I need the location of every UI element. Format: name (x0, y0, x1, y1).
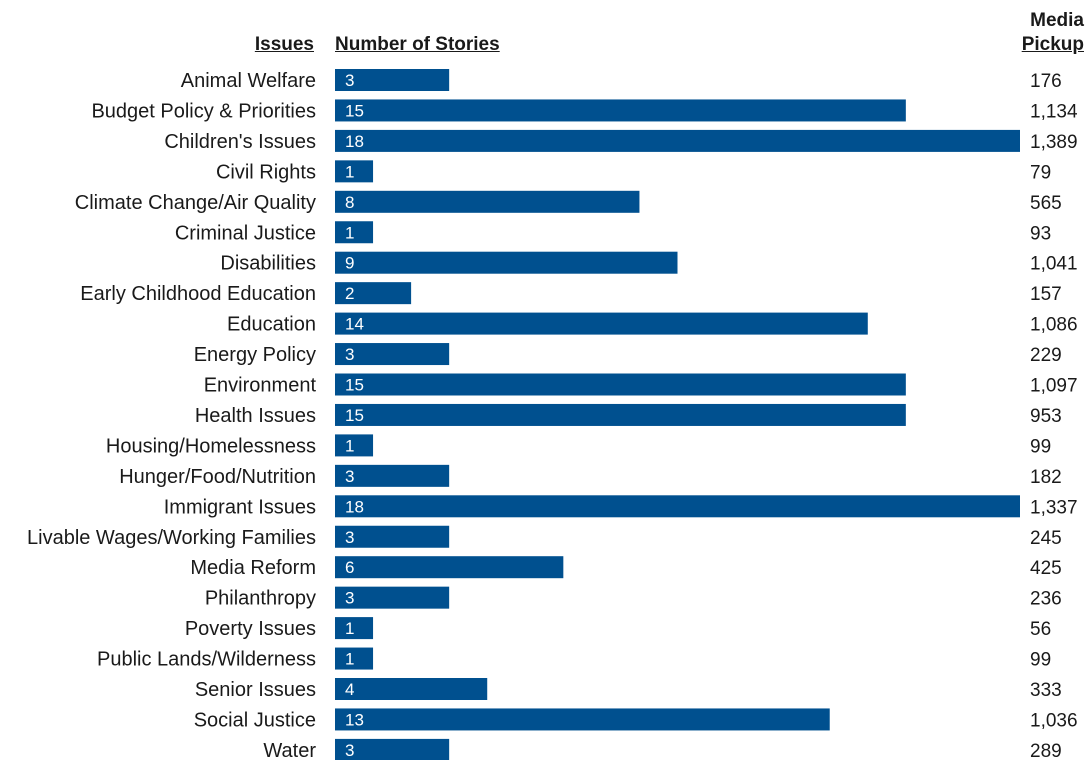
bar-value-label: 4 (345, 680, 354, 699)
bar (335, 678, 488, 700)
media-pickup-value: 333 (1030, 680, 1062, 701)
media-pickup-value: 99 (1030, 650, 1051, 671)
issues-header: Issues (254, 34, 314, 55)
media-pickup-value: 93 (1030, 223, 1051, 244)
media-pickup-value: 1,097 (1030, 376, 1078, 397)
bar-value-label: 3 (345, 589, 354, 608)
bar (335, 647, 374, 670)
bar (335, 617, 374, 640)
bar-value-label: 1 (345, 650, 354, 669)
category-label: Energy Policy (194, 344, 316, 366)
bar-value-label: 1 (345, 223, 354, 242)
category-label: Immigrant Issues (164, 496, 316, 518)
bar-value-label: 9 (345, 254, 354, 273)
category-label: Media Reform (190, 557, 316, 579)
bar (335, 586, 450, 609)
category-label: Senior Issues (195, 679, 316, 701)
bar (335, 312, 868, 335)
media-pickup-value: 565 (1030, 193, 1062, 214)
category-label: Climate Change/Air Quality (75, 192, 316, 214)
category-label: Environment (204, 375, 317, 397)
bar-value-label: 1 (345, 436, 354, 455)
bar-value-label: 3 (345, 71, 354, 90)
bar (335, 495, 1020, 518)
media-pickup-value: 236 (1030, 589, 1062, 610)
category-label: Civil Rights (216, 161, 316, 183)
bar (335, 464, 450, 487)
bar (335, 129, 1020, 152)
bar (335, 221, 374, 244)
category-label: Hunger/Food/Nutrition (119, 466, 316, 488)
bar-value-label: 15 (345, 406, 364, 425)
category-label: Education (227, 314, 316, 336)
bar-value-label: 18 (345, 132, 364, 151)
bar-value-label: 2 (345, 284, 354, 303)
media-pickup-value: 56 (1030, 619, 1051, 640)
bar (335, 190, 640, 213)
bar (335, 251, 678, 274)
category-label: Public Lands/Wilderness (97, 649, 316, 671)
media-pickup-value: 182 (1030, 467, 1062, 488)
bar (335, 403, 906, 426)
bar-value-label: 15 (345, 376, 364, 395)
media-pickup-value: 245 (1030, 528, 1062, 549)
bar-value-label: 18 (345, 497, 364, 516)
category-label: Housing/Homelessness (106, 435, 316, 457)
bar (335, 525, 450, 548)
media-pickup-value: 1,134 (1030, 101, 1078, 122)
bar-value-label: 3 (345, 741, 354, 760)
bar-value-label: 14 (345, 315, 364, 334)
bar (335, 99, 906, 122)
media-pickup-value: 79 (1030, 162, 1051, 183)
bar-value-label: 1 (345, 162, 354, 181)
bar (335, 373, 906, 396)
bar-value-label: 3 (345, 467, 354, 486)
media-pickup-value: 229 (1030, 345, 1062, 366)
media-pickup-value: 99 (1030, 436, 1051, 457)
category-label: Budget Policy & Priorities (91, 100, 316, 122)
media-pickup-value: 176 (1030, 71, 1062, 92)
bar (335, 434, 374, 457)
media-pickup-value: 1,086 (1030, 315, 1078, 336)
category-label: Health Issues (195, 405, 316, 427)
category-label: Water (263, 740, 316, 760)
media-pickup-value: 1,337 (1030, 497, 1078, 518)
bar (335, 556, 564, 579)
media-pickup-value: 953 (1030, 406, 1062, 427)
media-pickup-value: 425 (1030, 558, 1062, 579)
bar (335, 282, 412, 305)
bar (335, 69, 450, 91)
media-pickup-value: 1,041 (1030, 254, 1078, 275)
media-header-line2: Pickup (1021, 34, 1084, 55)
category-label: Children's Issues (164, 131, 316, 153)
media-pickup-value: 1,389 (1030, 132, 1078, 153)
media-pickup-value: 1,036 (1030, 710, 1078, 731)
bar-value-label: 3 (345, 528, 354, 547)
category-label: Criminal Justice (175, 222, 316, 244)
category-label: Disabilities (220, 253, 316, 275)
bar-value-label: 8 (345, 193, 354, 212)
bar-value-label: 1 (345, 619, 354, 638)
category-label: Philanthropy (205, 588, 316, 610)
bar (335, 343, 450, 366)
bar (335, 738, 450, 760)
category-label: Social Justice (194, 709, 316, 731)
bar-value-label: 3 (345, 345, 354, 364)
bar-value-label: 15 (345, 101, 364, 120)
bar (335, 160, 374, 183)
media-header-line1: Media (1030, 10, 1084, 31)
bar-value-label: 13 (345, 710, 364, 729)
category-label: Animal Welfare (181, 70, 316, 92)
media-pickup-value: 157 (1030, 284, 1062, 305)
category-label: Early Childhood Education (80, 283, 316, 305)
category-label: Livable Wages/Working Families (27, 527, 316, 549)
stories-header: Number of Stories (335, 34, 500, 55)
bar-value-label: 6 (345, 558, 354, 577)
media-pickup-value: 289 (1030, 741, 1062, 760)
bar (335, 708, 830, 731)
category-label: Poverty Issues (185, 618, 316, 640)
